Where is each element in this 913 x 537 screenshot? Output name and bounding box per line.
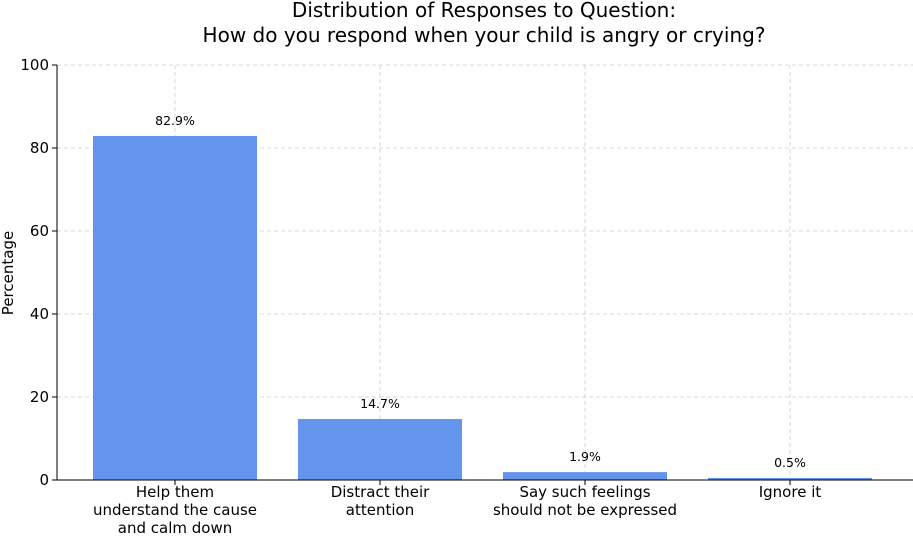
chart-title: Distribution of Responses to Question: H… <box>203 0 766 47</box>
y-axis-label: Percentage <box>0 231 17 315</box>
x-tick-label: Say such feelings should not be expressed <box>493 483 677 519</box>
bar-data-label: 82.9% <box>155 113 195 128</box>
bar-data-label: 1.9% <box>569 449 601 464</box>
axes <box>52 64 913 485</box>
chart-title-line-2: How do you respond when your child is an… <box>203 23 766 47</box>
y-tick-label: 60 <box>30 222 49 240</box>
y-tick-label: 0 <box>39 471 49 489</box>
x-tick-label-line: attention <box>346 501 414 519</box>
bar <box>298 418 462 480</box>
y-tick-label: 20 <box>30 388 49 406</box>
y-tick-label: 40 <box>30 305 49 323</box>
x-tick-label-line: Help them <box>136 483 214 501</box>
bar <box>708 477 872 480</box>
bars <box>93 135 872 480</box>
y-tick-label: 80 <box>30 139 49 157</box>
x-tick-label-line: and calm down <box>118 519 232 533</box>
y-tick-labels: 0 20 40 60 80 100 <box>20 56 49 489</box>
x-tick-label-line: Ignore it <box>759 483 822 501</box>
x-tick-label-line: Say such feelings <box>519 483 650 501</box>
x-tick-label: Distract their attention <box>331 483 430 519</box>
y-tick-label: 100 <box>20 56 49 74</box>
chart-title-line-1: Distribution of Responses to Question: <box>292 0 676 22</box>
x-tick-labels: Help them understand the cause and calm do… <box>93 483 822 537</box>
bar <box>503 472 667 480</box>
x-tick-label: Help them understand the cause and calm do… <box>93 483 257 533</box>
x-tick-label-line: should not be expressed <box>493 501 677 519</box>
bar-data-label: 0.5% <box>774 455 806 470</box>
x-tick-label-line: understand the cause <box>93 501 257 519</box>
x-tick-label-line: Distract their <box>331 483 430 501</box>
x-tick-label: Ignore it <box>759 483 822 501</box>
bar-data-labels: 82.9% 14.7% 1.9% 0.5% <box>155 113 806 470</box>
bar-data-label: 14.7% <box>360 396 400 411</box>
bar <box>93 135 257 480</box>
